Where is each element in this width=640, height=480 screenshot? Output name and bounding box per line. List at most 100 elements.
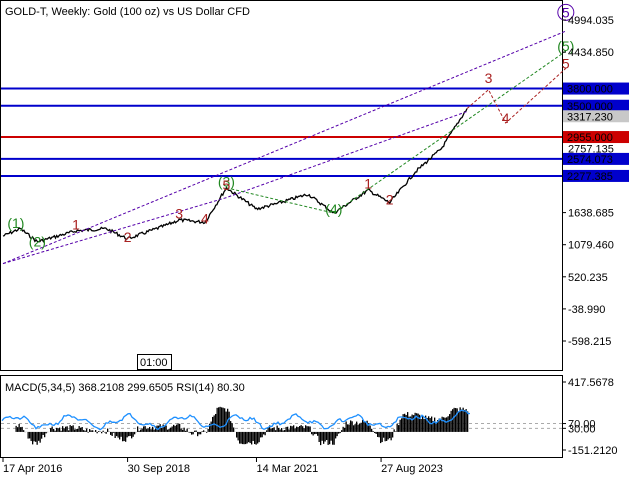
macd-bar [254,431,256,445]
indicator-axis-label: 70.00 [568,419,596,431]
macd-bar [249,431,251,444]
price-axis-label: 1638.685 [568,208,614,220]
macd-bar [71,426,73,432]
macd-bar [429,418,431,432]
macd-bar [464,409,466,432]
macd-bar [302,426,304,432]
macd-bar [45,431,47,434]
macd-bar [201,431,203,432]
macd-bar [111,431,113,436]
macd-bar [269,425,271,432]
macd-bar [456,408,458,432]
macd-bar [329,431,331,445]
macd-bar [215,413,217,432]
macd-bar [410,416,412,432]
macd-bar [126,431,128,438]
macd-bar [66,426,68,432]
price-panel-frame [0,0,563,371]
indicator-label: MACD(5,34,5) 368.2108 299.6505 RSI(14) 8… [5,382,245,394]
macd-bar [323,431,325,444]
wave-label: 5 [562,4,570,20]
macd-bar [107,428,109,432]
macd-bar [198,431,200,435]
macd-bar [311,431,313,435]
macd-bar [347,424,349,432]
indicator-axis-label: 417.5678 [568,377,614,389]
macd-bar [275,430,277,432]
macd-bar [134,431,136,435]
macd-bar [440,420,442,432]
price-series-line [2,108,468,243]
wave-label: 1 [72,217,80,233]
macd-bar [443,417,445,432]
wave-label: 3 [485,70,493,86]
wave-label: 2 [386,191,394,207]
macd-bar [98,431,100,432]
macd-bar [284,430,286,432]
macd-bar [360,422,362,432]
price-axis-label: 4434.850 [568,47,614,59]
macd-bar [278,427,280,432]
macd-bar [68,430,70,432]
wave-label: 5 [562,55,570,71]
macd-bar [74,429,76,432]
macd-bar [129,431,131,437]
macd-bar [252,431,254,441]
macd-bar [317,431,319,436]
macd-bar [336,431,338,437]
macd-bar [90,430,92,432]
macd-bar [354,424,356,432]
macd-bar [366,420,368,432]
macd-bar [245,431,247,445]
macd-bar [293,425,295,432]
macd-bar [164,425,166,432]
macd-bar [372,431,374,432]
macd-bar [228,411,230,432]
macd-bar [80,427,82,432]
macd-bar [203,430,205,432]
level-label: 2955.000 [567,132,613,144]
macd-bar [444,417,446,432]
macd-bar [161,427,163,432]
price-axis-label: 520.235 [568,272,608,284]
macd-bar [56,427,58,432]
macd-bar [78,426,80,432]
macd-bar [465,409,467,432]
price-axis-label: 1079.460 [568,240,614,252]
macd-bar [303,428,305,432]
wave-label: 3 [175,205,183,221]
macd-bar [297,427,299,432]
macd-bar [59,427,61,432]
macd-bar [390,431,392,441]
macd-bar [231,423,233,432]
macd-bar [114,431,116,438]
macd-bar [120,431,122,437]
macd-bar [41,431,43,439]
axis-layer: 4994.035 4434.850 1638.685 1079.460 520.235 -… [2,15,629,475]
macd-bar [458,411,460,432]
macd-bar [393,429,395,432]
macd-bar [305,425,307,432]
macd-bar [30,431,32,442]
macd-bar [324,431,326,442]
macd-bar [368,423,370,432]
macd-bar [221,407,223,432]
macd-bar [39,431,41,443]
macd-bar [189,431,191,433]
macd-bar [23,430,25,432]
macd-bar [147,428,149,432]
macd-bar [224,408,226,432]
macd-bar [131,431,133,439]
macd-bar [413,415,415,432]
macd-bar [300,425,302,432]
macd-bar [233,427,235,432]
faint-axis-label: 2757.135 [568,143,614,155]
macd-bar [281,428,283,432]
macd-bar [152,426,154,432]
macd-bar [261,431,263,438]
macd-bar [434,417,436,432]
macd-bar [21,426,23,432]
macd-bar [353,425,355,432]
macd-bar [401,418,403,432]
